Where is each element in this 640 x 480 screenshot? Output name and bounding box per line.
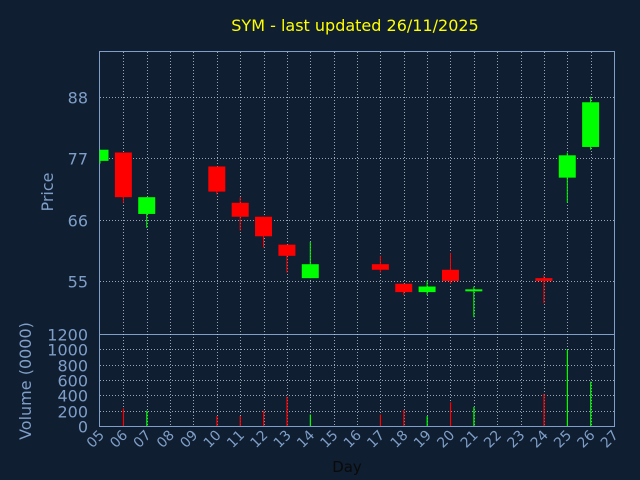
volume-bars	[122, 349, 592, 426]
volume-bar	[239, 416, 241, 426]
volume-bar	[566, 349, 568, 426]
volume-bar	[426, 416, 428, 426]
x-tick-label: 06	[107, 427, 131, 451]
x-tick-label: 26	[575, 427, 599, 451]
x-tick-label: 27	[598, 428, 622, 452]
x-tick-label: 22	[481, 428, 505, 452]
x-tick-label: 08	[154, 428, 178, 452]
x-tick-label: 12	[247, 428, 271, 452]
candle-body	[301, 264, 319, 279]
volume-tick-label: 800	[57, 357, 88, 376]
candle-body	[441, 269, 459, 281]
volume-bar	[216, 416, 218, 426]
volume-bar	[403, 409, 405, 426]
x-tick-label: 21	[458, 428, 482, 452]
volume-bar	[543, 393, 545, 426]
x-axis-label: Day	[332, 458, 362, 476]
candles	[99, 96, 600, 318]
x-tick-label: 25	[551, 428, 575, 452]
price-axis-label: Price	[38, 172, 57, 211]
x-tick-label: 18	[388, 428, 412, 452]
price-tick-label: 88	[68, 89, 88, 108]
candle-body	[278, 244, 296, 256]
volume-tick-label: 1000	[47, 341, 88, 360]
x-tick-label: 13	[271, 428, 295, 452]
candle-body	[558, 155, 576, 178]
candle-body	[465, 289, 483, 292]
volume-axis-label: Volume (0000)	[16, 322, 35, 440]
candle-body	[535, 278, 553, 281]
x-tick-label: 07	[131, 428, 155, 452]
x-tick-label: 09	[177, 428, 201, 452]
x-axis-ticks: 05 06 07 08 09 10 11 12 13 14 15 16 17 18 19 20 21 22 23 24…	[84, 427, 622, 451]
volume-bar	[309, 414, 311, 426]
candle-body	[371, 264, 389, 270]
price-tick-label: 77	[68, 150, 88, 169]
x-tick-label: 17	[364, 428, 388, 452]
x-tick-label: 23	[504, 428, 528, 452]
candle-body	[418, 286, 436, 293]
volume-grid	[100, 334, 614, 426]
price-tick-label: 66	[68, 212, 88, 231]
x-tick-label: 15	[318, 428, 342, 452]
x-tick-label: 14	[294, 427, 318, 451]
x-tick-label: 16	[341, 427, 365, 451]
volume-bar	[146, 410, 148, 426]
x-tick-label: 24	[528, 427, 552, 451]
candle-body	[114, 152, 132, 198]
x-tick-label: 20	[434, 428, 458, 452]
volume-bar	[473, 406, 475, 426]
candle-body	[138, 197, 156, 214]
volume-tick-label: 1200	[47, 326, 88, 345]
candle-body	[100, 149, 109, 161]
candle-body	[231, 202, 249, 217]
volume-bar	[449, 402, 452, 426]
price-grid	[100, 52, 614, 334]
price-panel: 55 66 77 88	[68, 51, 615, 335]
candle-body	[255, 216, 273, 237]
volume-bar	[122, 408, 125, 426]
chart-title: SYM - last updated 26/11/2025	[231, 16, 478, 35]
price-tick-label: 55	[68, 273, 88, 292]
volume-tick-label: 400	[57, 387, 88, 406]
price-y-ticks: 55 66 77 88	[68, 89, 88, 292]
x-tick-label: 11	[224, 428, 248, 452]
candle-body	[208, 166, 226, 192]
volume-bar	[263, 410, 265, 426]
volume-tick-label: 0	[78, 418, 88, 437]
volume-tick-label: 200	[57, 403, 88, 422]
candle-body	[395, 283, 413, 293]
x-tick-label: 19	[411, 428, 435, 452]
volume-bar	[379, 414, 382, 426]
volume-bar	[590, 381, 592, 426]
x-tick-label: 10	[201, 428, 225, 452]
volume-tick-label: 600	[57, 372, 88, 391]
candle-body	[582, 102, 600, 147]
volume-bar	[286, 396, 288, 426]
